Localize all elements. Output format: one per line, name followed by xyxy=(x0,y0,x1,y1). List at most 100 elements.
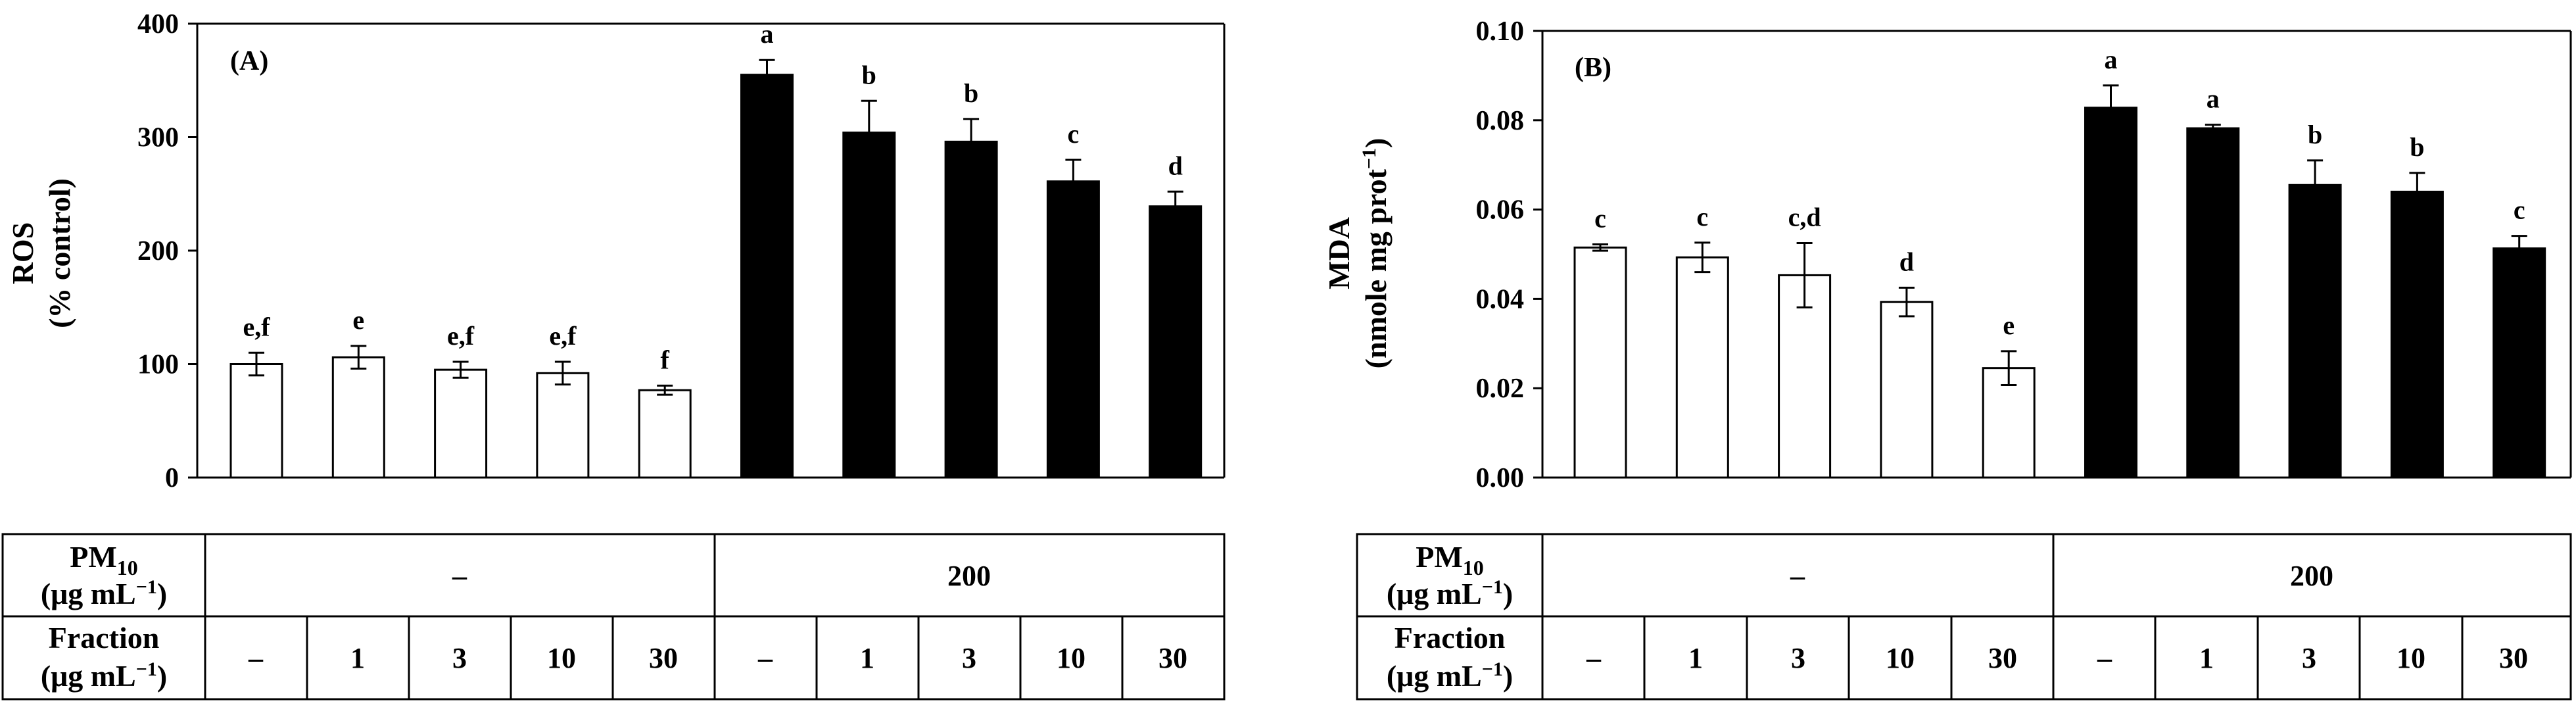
panel-b-y-label-unit: (nmole mg prot xyxy=(1359,168,1393,368)
panel-b-y-label-superscript: −1 xyxy=(1358,148,1380,169)
panel-a-bar xyxy=(1149,205,1203,479)
panel-b-significance-letter: d xyxy=(1899,247,1914,276)
fraction-cell: 30 xyxy=(1158,642,1187,674)
panel-a-y-label-line1: ROS xyxy=(6,222,39,285)
panel-a-table-col-dividers xyxy=(306,616,1124,699)
panel-a-significance-letter: e,f xyxy=(447,321,475,351)
panel-b-significance-letter: b xyxy=(2308,120,2322,149)
fraction-cell: 10 xyxy=(2397,642,2425,674)
fraction-cell: 1 xyxy=(2199,642,2214,674)
panel-b-significance-letter: c xyxy=(1696,202,1708,232)
panel-b-bar xyxy=(1880,301,1934,479)
panel-b-y-label-line1: MDA xyxy=(1322,217,1356,289)
panel-a-bar xyxy=(638,389,692,479)
panel-a-y-label: ROS (% control) xyxy=(6,178,76,328)
unit-post: ) xyxy=(157,659,167,693)
panel-b-y-tick-label: 0.08 xyxy=(1476,106,1525,136)
panel-a-bar xyxy=(842,132,896,479)
panel-a-significance-letter: a xyxy=(761,19,774,49)
fraction-cell: 10 xyxy=(1886,642,1915,674)
fraction-cell: 3 xyxy=(962,642,976,674)
panel-a-pm-group-control: – xyxy=(452,560,467,592)
pm-label: PM xyxy=(1416,540,1463,574)
panel-b-pm10-unit: (μg mL−1) xyxy=(1387,576,1513,610)
panel-b-bar xyxy=(1675,256,1729,479)
unit-pre: (μg mL xyxy=(41,577,136,610)
fraction-cell: 30 xyxy=(2499,642,2528,674)
fraction-cell: 30 xyxy=(1988,642,2017,674)
panel-b-table-col-dividers xyxy=(1643,616,2464,699)
panel-a-pm10-label: PM10 xyxy=(70,540,138,579)
panel-b-y-tick-label: 0.02 xyxy=(1476,374,1525,404)
panel-a-pm10-unit: (μg mL−1) xyxy=(41,576,167,610)
fraction-cell: 1 xyxy=(860,642,874,674)
panel-b-bar xyxy=(2390,190,2444,479)
panel-a-bar xyxy=(229,363,283,479)
pm-subscript: 10 xyxy=(1463,556,1484,579)
panel-a-significance-letter: c xyxy=(1068,119,1080,149)
panel-a-y-tick-label: 400 xyxy=(137,9,179,39)
panel-b-y-label: MDA (nmole mg prot−1) xyxy=(1322,138,1393,369)
panel-a-bar xyxy=(536,372,590,479)
panel-a-y-tick-label: 300 xyxy=(137,123,179,153)
panel-b-treatment-table: PM10 (μg mL−1) Fraction (μg mL−1) – 200 … xyxy=(1356,533,2572,701)
panel-a-significance-letter: b xyxy=(862,60,876,89)
panel-b-y-tick-label: 0.10 xyxy=(1476,16,1525,47)
panel-b-bar xyxy=(2288,184,2342,479)
panel-b-bar xyxy=(1573,246,1627,479)
fraction-cell: 3 xyxy=(1791,642,1805,674)
panel-a-bars: 0 100 200 300 400 e,f e e,f e,f f a b b c d xyxy=(137,9,1203,493)
unit-superscript: −1 xyxy=(1482,576,1503,598)
panel-b-bar xyxy=(1982,367,2036,479)
panel-b-fraction-unit: (μg mL−1) xyxy=(1387,658,1513,693)
unit-post: ) xyxy=(157,577,167,610)
panel-a-significance-letter: e,f xyxy=(243,312,270,341)
panel-a-bar xyxy=(331,356,385,479)
unit-pre: (μg mL xyxy=(1387,659,1482,693)
unit-superscript: −1 xyxy=(136,576,157,598)
panel-a-fraction-label: Fraction xyxy=(49,621,160,654)
unit-pre: (μg mL xyxy=(1387,577,1482,610)
panel-b-significance-letter: a xyxy=(2105,45,2118,74)
panel-a-significance-letter: b xyxy=(964,78,978,108)
fraction-cell: 1 xyxy=(350,642,365,674)
panel-a-y-tick-label: 100 xyxy=(137,350,179,380)
panel-a-significance-letter: e xyxy=(352,305,364,335)
panel-b-significance-letter: e xyxy=(2003,310,2015,340)
panel-b-y-label-line2: (nmole mg prot−1) xyxy=(1358,138,1393,369)
pm-subscript: 10 xyxy=(117,556,138,579)
unit-pre: (μg mL xyxy=(41,659,136,693)
panel-b-significance-letter: c xyxy=(1594,204,1606,234)
unit-superscript: −1 xyxy=(1482,658,1503,680)
panel-a-chart: (A) ROS (% control) 0 100 200 300 400 e,f e e,f… xyxy=(6,9,1226,493)
panel-b-y-tick-label: 0.00 xyxy=(1476,463,1525,493)
panel-a-pm-group-200: 200 xyxy=(947,560,991,592)
fraction-cell: – xyxy=(2097,642,2112,674)
panel-b-fraction-label: Fraction xyxy=(1395,621,1506,654)
panel-a-bar xyxy=(740,74,794,479)
fraction-cell: 10 xyxy=(547,642,576,674)
panel-b-pm-group-control: – xyxy=(1790,560,1805,592)
panel-a-fraction-unit: (μg mL−1) xyxy=(41,658,167,693)
panel-b-pm10-label: PM10 xyxy=(1416,540,1484,579)
panel-a-bar xyxy=(434,368,488,479)
pm-label: PM xyxy=(70,540,117,574)
panel-b-significance-letter: c xyxy=(2514,195,2525,225)
panel-b-bars: 0.00 0.02 0.04 0.06 0.08 0.10 c c c,d d e a a b b c xyxy=(1476,16,2546,493)
fraction-cell: 3 xyxy=(2302,642,2316,674)
panel-b-bar xyxy=(1778,274,1832,479)
panel-a-bar xyxy=(1046,180,1100,479)
panel-b-bar xyxy=(2084,107,2137,479)
panel-a-significance-letter: e,f xyxy=(549,321,577,351)
panel-a-y-label-line2: (% control) xyxy=(43,178,76,328)
fraction-cell: 30 xyxy=(649,642,678,674)
fraction-cell: 1 xyxy=(1688,642,1703,674)
panel-b-y-tick-label: 0.04 xyxy=(1476,284,1525,314)
panel-b-bar xyxy=(2493,247,2546,479)
panel-b-significance-letter: b xyxy=(2410,132,2424,162)
panel-b-bar xyxy=(2186,127,2240,479)
unit-post: ) xyxy=(1503,659,1513,693)
panel-a-significance-letter: f xyxy=(661,345,670,374)
panel-a-fraction-cells: – 1 3 10 30 – 1 3 10 30 xyxy=(248,642,1187,674)
